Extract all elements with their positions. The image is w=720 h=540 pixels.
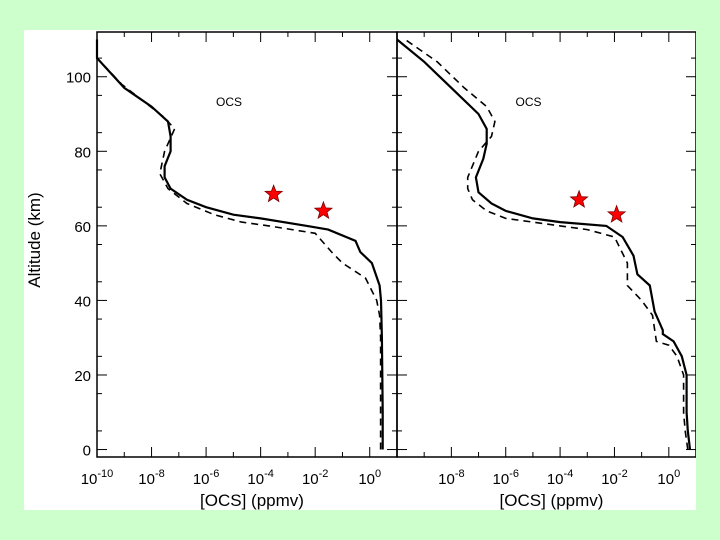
- x-tick-label: 10-6: [193, 468, 219, 488]
- x-tick-label: 10-8: [138, 468, 164, 488]
- series-dashed: [404, 38, 689, 450]
- x-tick-label: 100: [657, 468, 680, 488]
- x-tick-label: 10-2: [302, 468, 328, 488]
- chart-svg: 10-10 10-8 10-6 10-4 10-2 100 0 20 40 60 80 100 OCS […: [25, 31, 696, 510]
- x-tick-label: 10-4: [547, 468, 573, 488]
- x-tick-label: 10-4: [247, 468, 273, 488]
- x-tick-label: 10-2: [601, 468, 627, 488]
- y-tick-label: 0: [83, 443, 91, 460]
- star-marker: [264, 184, 284, 203]
- y-tick-label: 40: [74, 293, 91, 310]
- y-tick-label: 80: [74, 144, 91, 161]
- x-tick-label: 10-8: [438, 468, 464, 488]
- y-tick-label: 20: [74, 368, 91, 385]
- plot-frame: [96, 31, 398, 458]
- ocs-annotation: OCS: [515, 95, 541, 109]
- star-marker: [606, 204, 627, 223]
- y-tick-label: 60: [74, 219, 91, 236]
- x-tick-label: 10-6: [492, 468, 518, 488]
- x-axis-label: [OCS] (ppmv): [500, 491, 604, 510]
- y-tick-label: 100: [66, 70, 91, 87]
- star-marker: [569, 189, 589, 208]
- star-marker: [313, 200, 334, 220]
- ocs-annotation: OCS: [216, 95, 242, 109]
- y-axis-label: Altitude (km): [25, 192, 44, 287]
- series-solid: [396, 38, 692, 450]
- panel-left: 10-10 10-8 10-6 10-4 10-2 100 0 20 40 60 80 100 OCS […: [25, 31, 398, 510]
- x-axis-label: [OCS] (ppmv): [200, 491, 304, 510]
- plot-frame: [396, 31, 696, 458]
- series-dashed: [96, 39, 382, 450]
- series-solid: [95, 39, 384, 450]
- chart-frame: 10-10 10-8 10-6 10-4 10-2 100 0 20 40 60 80 100 OCS […: [24, 30, 696, 510]
- x-tick-label: 10-10: [81, 468, 114, 488]
- x-tick-label: 100: [358, 468, 381, 488]
- panel-right: 10-8 10-6 10-4 10-2 100 OCS [OCS] (ppmv): [396, 31, 696, 510]
